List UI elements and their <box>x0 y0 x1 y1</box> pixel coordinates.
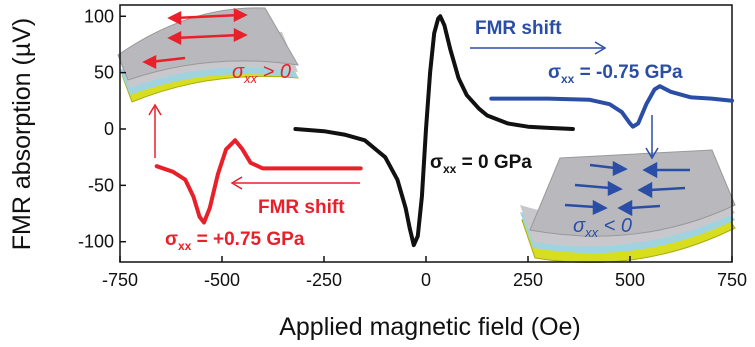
y-tick-label: 0 <box>104 119 114 139</box>
y-axis-label: FMR absorption (µV) <box>8 18 36 251</box>
symbol: σ <box>232 61 245 83</box>
label: = -0.75 GPa <box>574 62 683 83</box>
y-tick-label: -100 <box>78 232 114 252</box>
subscript: xx <box>243 71 258 86</box>
y-tick-label: -50 <box>88 175 114 195</box>
x-tick-label: -250 <box>306 270 342 290</box>
label: > 0 <box>257 61 291 83</box>
symbol: σ <box>430 152 443 173</box>
symbol: σ <box>548 62 561 83</box>
subscript: xx <box>178 239 192 253</box>
subscript: xx <box>584 225 599 240</box>
subscript: xx <box>443 162 457 176</box>
x-tick-label: 500 <box>615 270 645 290</box>
annotation: σxx = 0 GPa <box>430 152 532 176</box>
label: = 0 GPa <box>456 152 532 173</box>
shift-arrow-red <box>148 103 360 190</box>
data-line <box>154 138 363 225</box>
x-tick-label: 750 <box>717 270 747 290</box>
x-tick-label: 0 <box>421 270 431 290</box>
x-tick-label: -500 <box>204 270 240 290</box>
annotation: σxx = +0.75 GPa <box>165 229 305 253</box>
data-line <box>489 84 734 129</box>
inset-label: σxx > 0 <box>232 61 291 86</box>
label: < 0 <box>598 215 632 237</box>
annotation: FMR shift <box>258 197 345 218</box>
x-axis-label: Applied magnetic field (Oe) <box>279 313 581 341</box>
symbol: σ <box>165 229 178 250</box>
x-tick-label: -750 <box>102 270 138 290</box>
x-tick-label: 250 <box>513 270 543 290</box>
label: = +0.75 GPa <box>191 229 304 250</box>
inset-label: σxx < 0 <box>573 215 632 240</box>
symbol: σ <box>573 215 586 237</box>
inset-tensile <box>117 7 299 103</box>
y-tick-label: 100 <box>84 6 114 26</box>
annotation: FMR shift <box>475 18 562 39</box>
y-tick-label: 50 <box>94 63 114 83</box>
inset-compressive <box>520 149 736 264</box>
shift-arrow-blue <box>470 41 659 160</box>
data-line <box>293 14 575 248</box>
annotation: σxx = -0.75 GPa <box>548 62 683 86</box>
subscript: xx <box>561 72 575 86</box>
